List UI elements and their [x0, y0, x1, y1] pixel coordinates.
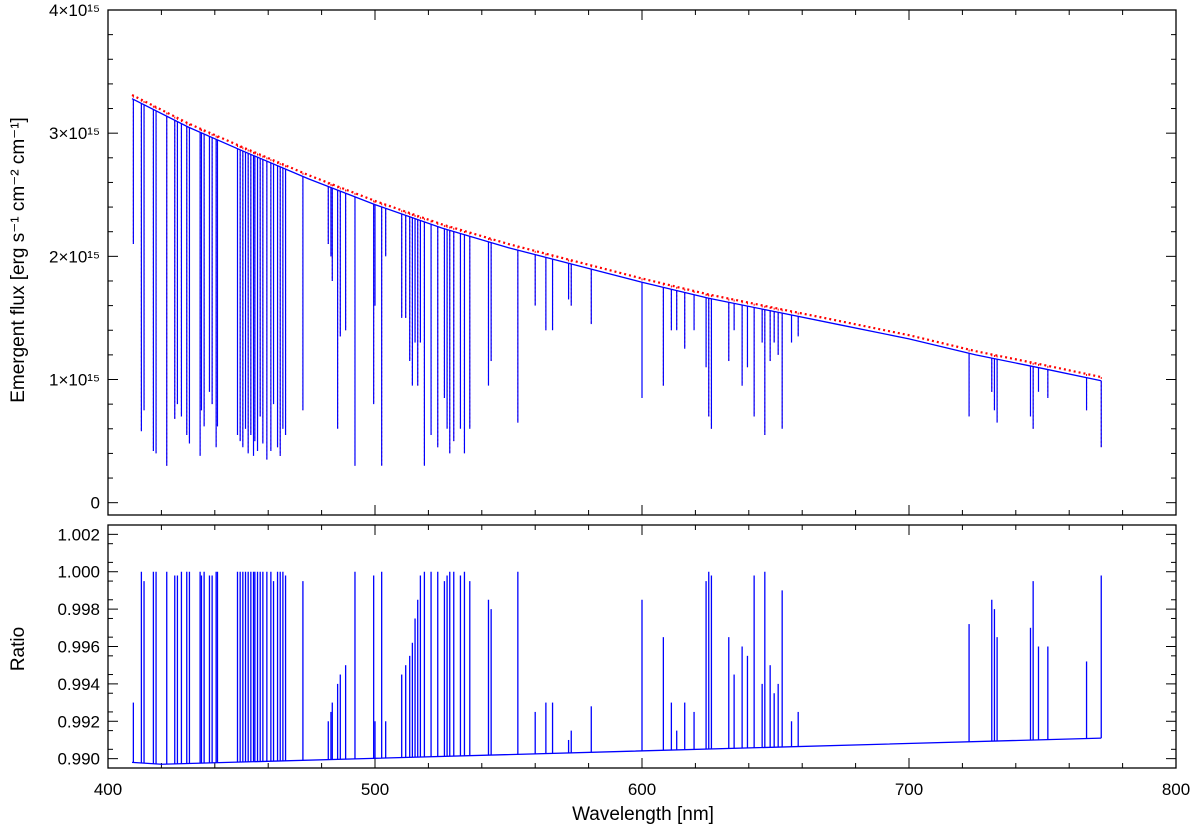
- flux-plot-frame: [107, 9, 1177, 516]
- ratio-x-tick-label: 700: [895, 780, 923, 799]
- model-continuum-line: [131, 98, 1102, 382]
- ratio-y-tick-label: 0.990: [57, 750, 100, 769]
- flux-y-tick-label: 2×10¹⁵: [49, 247, 100, 266]
- ratio-y-tick-label: 0.992: [57, 712, 100, 731]
- flux-y-tick-label: 4×10¹⁵: [49, 1, 100, 20]
- ratio-y-tick-label: 1.000: [57, 563, 100, 582]
- flux-axis-label: Emergent flux [erg s⁻¹ cm⁻² cm⁻¹]: [8, 117, 29, 403]
- ratio-y-tick-label: 0.998: [57, 600, 100, 619]
- flux-panel: 0 1×10¹⁵ 2×10¹⁵ 3×10¹⁵ 4×10¹⁵: [49, 1, 1177, 516]
- flux-y-tick-label: 0: [91, 494, 100, 513]
- ratio-y-tick-label: 0.996: [57, 638, 100, 657]
- ratio-axis-label: Ratio: [8, 627, 29, 671]
- ratio-panel: 400 500 600 700 800 0.990 0.992 0.994 0.996 0.998…: [57, 524, 1190, 799]
- reference-continuum-line: [131, 94, 1102, 379]
- ratio-baseline: [131, 737, 1102, 765]
- flux-y-tick-label: 3×10¹⁵: [49, 124, 100, 143]
- ratio-x-tick-label: 800: [1162, 780, 1190, 799]
- ratio-x-tick-label: 500: [361, 780, 389, 799]
- ratio-y-tick-label: 1.002: [57, 525, 100, 544]
- wavelength-axis-label: Wavelength [nm]: [572, 804, 714, 825]
- ratio-y-tick-label: 0.994: [57, 675, 100, 694]
- flux-y-tick-label: 1×10¹⁵: [49, 371, 100, 390]
- ratio-x-tick-label: 400: [94, 780, 122, 799]
- ratio-x-tick-label: 600: [628, 780, 656, 799]
